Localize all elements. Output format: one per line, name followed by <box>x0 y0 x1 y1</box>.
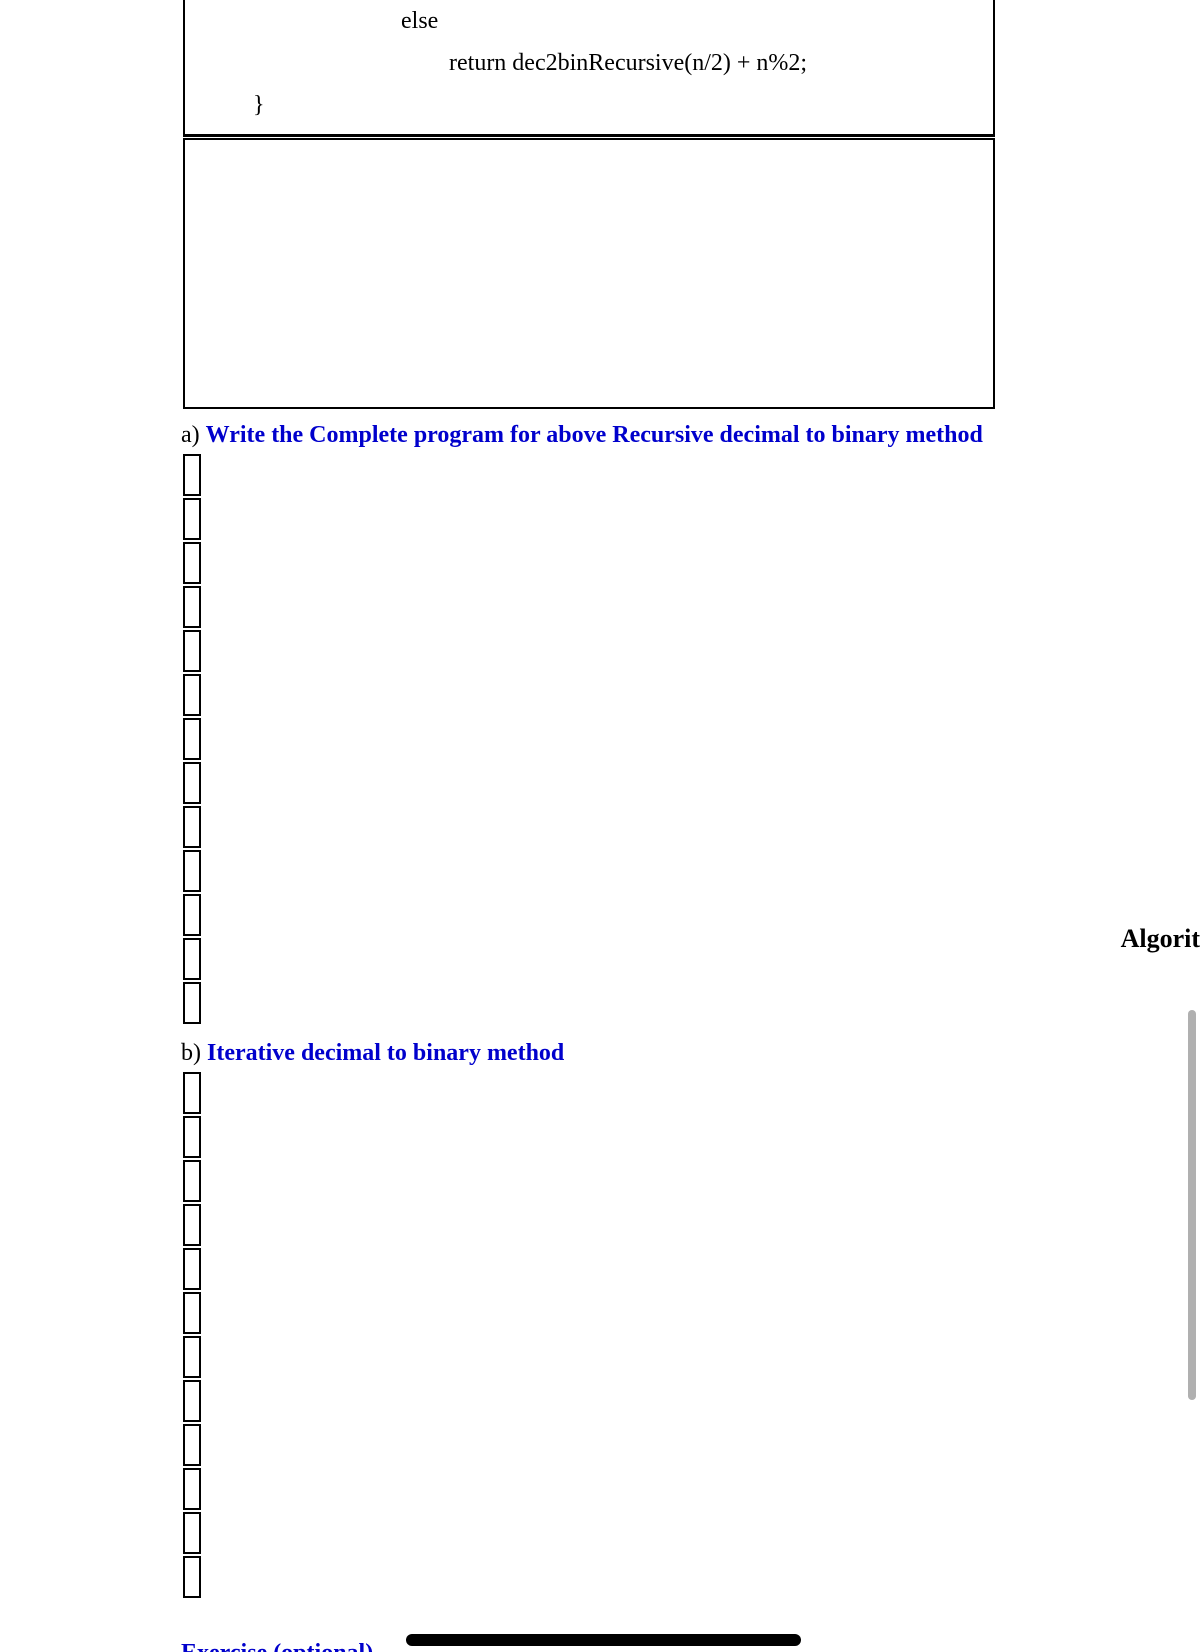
horizontal-scrollbar-track[interactable] <box>0 1634 1200 1648</box>
horizontal-scrollbar-thumb[interactable] <box>406 1634 801 1646</box>
code-line: else <box>253 0 993 42</box>
answer-cell[interactable] <box>183 850 201 892</box>
document-page: else return dec2binRecursive(n/2) + n%2;… <box>0 0 1200 1652</box>
answer-column-b <box>183 1072 203 1600</box>
question-a-text: Write the Complete program for above Rec… <box>206 422 983 448</box>
question-marker: b) <box>181 1040 207 1066</box>
question-a-label: a) Write the Complete program for above … <box>181 422 983 449</box>
answer-column-a <box>183 454 203 1026</box>
answer-cell[interactable] <box>183 982 201 1024</box>
answer-cell[interactable] <box>183 586 201 628</box>
answer-cell[interactable] <box>183 894 201 936</box>
question-marker: a) <box>181 422 206 448</box>
answer-cell[interactable] <box>183 762 201 804</box>
answer-cell[interactable] <box>183 1292 201 1334</box>
answer-cell[interactable] <box>183 1424 201 1466</box>
answer-cell[interactable] <box>183 1072 201 1114</box>
answer-cell[interactable] <box>183 718 201 760</box>
answer-cell[interactable] <box>183 674 201 716</box>
answer-cell[interactable] <box>183 938 201 980</box>
vertical-scrollbar-track[interactable] <box>1186 0 1196 1652</box>
answer-cell[interactable] <box>183 1204 201 1246</box>
answer-cell[interactable] <box>183 498 201 540</box>
vertical-scrollbar-thumb[interactable] <box>1188 1010 1196 1400</box>
answer-cell[interactable] <box>183 1336 201 1378</box>
code-line: } <box>253 84 993 126</box>
answer-cell[interactable] <box>183 1116 201 1158</box>
answer-cell[interactable] <box>183 1380 201 1422</box>
code-line: return dec2binRecursive(n/2) + n%2; <box>253 42 993 84</box>
answer-box <box>183 138 995 409</box>
answer-cell[interactable] <box>183 1512 201 1554</box>
answer-cell[interactable] <box>183 806 201 848</box>
code-box: else return dec2binRecursive(n/2) + n%2;… <box>183 0 995 137</box>
question-b-text: Iterative decimal to binary method <box>207 1040 564 1066</box>
answer-cell[interactable] <box>183 630 201 672</box>
answer-cell[interactable] <box>183 542 201 584</box>
answer-cell[interactable] <box>183 1556 201 1598</box>
answer-cell[interactable] <box>183 1248 201 1290</box>
answer-cell[interactable] <box>183 1468 201 1510</box>
answer-cell[interactable] <box>183 454 201 496</box>
question-b-label: b) Iterative decimal to binary method <box>181 1040 564 1067</box>
answer-cell[interactable] <box>183 1160 201 1202</box>
